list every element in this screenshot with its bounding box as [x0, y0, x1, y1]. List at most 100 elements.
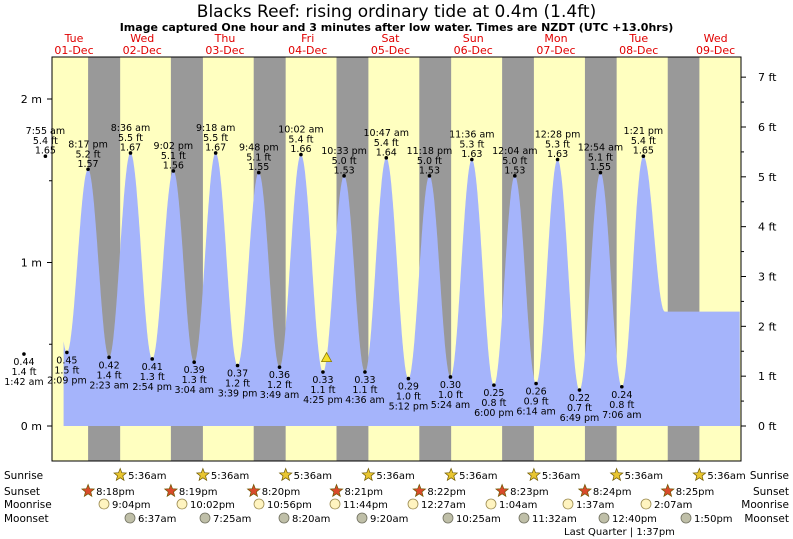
moonrise-time: 9:04pm: [112, 500, 151, 511]
moonrise-icon: [329, 498, 341, 510]
moonrise-time: 12:27am: [421, 500, 466, 511]
high-tide-meters: 1.53: [419, 165, 440, 176]
low-tide-meters: 0.44: [13, 357, 34, 368]
low-tide-feet: 0.7 ft: [567, 403, 592, 414]
low-tide-feet: 1.3 ft: [182, 375, 207, 386]
sunset-icon: [163, 483, 179, 498]
extreme-point-9: [192, 360, 196, 365]
sunrise-icon: [526, 467, 542, 482]
moonset-icon: [518, 512, 530, 524]
sunrise-icon: [195, 467, 211, 482]
day-date: 02-Dec: [123, 44, 162, 57]
sunrise-icon: [444, 467, 459, 482]
low-tide-time: 2:09 pm: [47, 375, 87, 386]
high-tide-feet: 5.2 ft: [76, 149, 101, 160]
low-tide-time: 6:00 pm: [474, 408, 514, 419]
sunset-icon: [81, 483, 96, 498]
extreme-point-13: [277, 365, 282, 369]
low-tide-meters: 0.30: [440, 380, 461, 391]
high-tide-meters: 1.55: [590, 162, 611, 173]
right-axis-label: 5 ft: [758, 171, 777, 184]
sunset-time: 8:22pm: [427, 487, 466, 498]
low-tide-feet: 1.1 ft: [310, 385, 335, 396]
day-name: Thu: [214, 32, 236, 45]
moonrise-icon: [253, 498, 265, 510]
high-tide-meters: 1.66: [290, 144, 311, 155]
chart-title: Blacks Reef: rising ordinary tide at 0.4…: [196, 2, 597, 22]
low-tide-meters: 0.33: [354, 375, 375, 386]
high-tide-feet: 5.3 ft: [459, 139, 484, 150]
extreme-point-2: [43, 154, 48, 159]
extreme-point-25: [534, 381, 538, 386]
sunset-time: 8:23pm: [510, 487, 549, 498]
high-tide-time: 12:54 am: [578, 143, 623, 154]
high-tide-time: 10:02 am: [278, 125, 323, 136]
moonrise-time: 10:56pm: [267, 500, 312, 511]
low-tide-feet: 1.0 ft: [396, 392, 421, 403]
high-tide-time: 11:36 am: [449, 129, 494, 140]
sunset-time: 8:21pm: [345, 487, 384, 498]
day-date: 07-Dec: [536, 44, 575, 57]
low-tide-meters: 0.37: [227, 369, 248, 380]
high-tide-feet: 5.1 ft: [246, 153, 271, 164]
low-tide-meters: 0.42: [98, 360, 119, 371]
high-tide-meters: 1.55: [248, 162, 269, 173]
moonset-time: 9:20am: [370, 514, 408, 525]
high-tide-feet: 5.1 ft: [588, 153, 613, 164]
almanac-label-sunset: Sunset: [4, 486, 40, 498]
sunset-icon: [412, 483, 427, 498]
moonset-icon: [199, 512, 211, 524]
high-tide-meters: 1.57: [77, 159, 98, 170]
low-tide-feet: 1.4 ft: [97, 370, 122, 381]
high-tide-feet: 5.1 ft: [161, 151, 186, 162]
low-tide-time: 3:49 am: [260, 390, 299, 401]
extreme-point-23: [492, 383, 496, 387]
high-tide-meters: 1.63: [547, 149, 568, 160]
day-date: 06-Dec: [454, 44, 493, 57]
low-tide-feet: 1.3 ft: [140, 372, 165, 383]
almanac-label-right-moonset: Moonset: [744, 513, 789, 525]
low-tide-meters: 0.39: [184, 365, 205, 376]
high-tide-meters: 1.63: [461, 149, 482, 160]
high-tide-feet: 5.5 ft: [118, 133, 143, 144]
extreme-point-24: [513, 174, 517, 178]
low-tide-feet: 0.9 ft: [524, 396, 549, 407]
moonset-time: 12:40pm: [612, 514, 657, 525]
sunset-time: 8:24pm: [593, 487, 632, 498]
low-tide-meters: 0.22: [569, 393, 590, 404]
low-tide-meters: 0.29: [398, 382, 419, 393]
day-name: Mon: [544, 32, 567, 45]
sunset-time: 8:20pm: [262, 487, 301, 498]
sunrise-icon: [278, 467, 293, 482]
day-name: Sat: [381, 32, 400, 45]
day-date: 08-Dec: [619, 44, 658, 57]
high-tide-meters: 1.53: [334, 165, 355, 176]
moonset-icon: [278, 512, 290, 524]
day-name: Tue: [64, 32, 84, 45]
low-tide-meters: 0.41: [142, 362, 163, 373]
extreme-point-8: [171, 169, 176, 173]
almanac-label-right-sunset: Sunset: [753, 486, 789, 498]
moonrise-time: 1:37am: [576, 500, 614, 511]
moonset-time: 11:32am: [532, 514, 577, 525]
moonset-icon: [680, 512, 692, 524]
high-tide-meters: 1.64: [376, 147, 397, 158]
right-axis-label: 7 ft: [758, 71, 777, 84]
moonrise-icon: [407, 498, 419, 510]
low-tide-time: 7:06 am: [602, 410, 641, 421]
extreme-point-17: [363, 370, 367, 374]
low-tide-feet: 1.0 ft: [438, 390, 463, 401]
sunrise-time: 5:36am: [459, 471, 497, 482]
day-name: Wed: [130, 32, 154, 45]
high-tide-meters: 1.53: [504, 165, 525, 176]
sunrise-icon: [692, 467, 707, 482]
sunrise-time: 5:36am: [542, 471, 580, 482]
almanac-label-moonrise: Moonrise: [4, 499, 52, 511]
day-name: Fri: [301, 32, 314, 45]
low-tide-time: 1:42 am: [4, 377, 43, 388]
extreme-point-16: [342, 174, 346, 178]
low-tide-feet: 1.5 ft: [54, 365, 79, 376]
moonset-time: 10:25am: [456, 514, 501, 525]
day-date: 04-Dec: [288, 44, 327, 57]
low-tide-meters: 0.24: [611, 390, 632, 401]
